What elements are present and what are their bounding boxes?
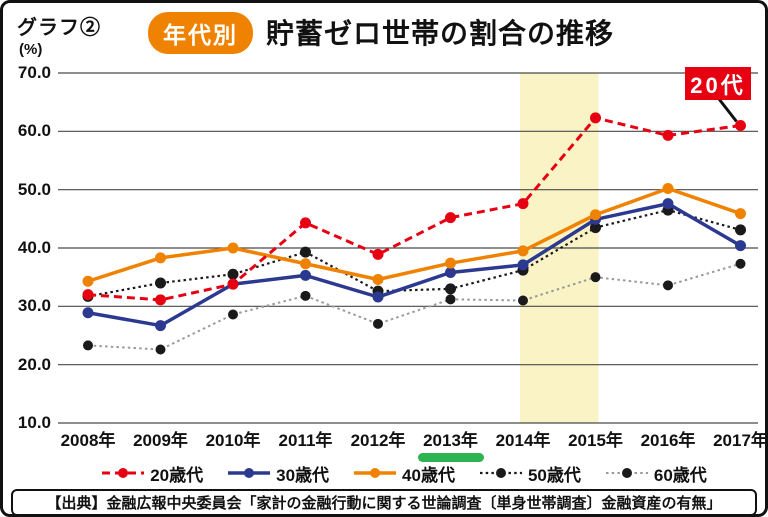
chart-canvas [58,72,758,424]
series-dot-20歳代 [155,294,166,306]
legend-label: 50歳代 [527,465,581,485]
series-dot-60歳代 [373,318,383,329]
legend-label: 40歳代 [402,465,455,485]
series-dot-60歳代 [735,258,746,269]
legend-item-50歳代: 50歳代 [479,461,581,486]
x-tick-label: 2014年 [495,431,551,450]
series-dot-20歳代 [590,112,601,124]
series-dot-20歳代 [372,248,384,260]
annotation-connector [717,98,738,123]
series-dot-60歳代 [590,272,601,283]
series-dot-40歳代 [155,252,166,264]
series-dot-30歳代 [82,307,94,319]
x-tick-label: 2016年 [640,431,696,450]
series-dot-60歳代 [518,295,528,306]
series-dot-30歳代 [300,269,311,281]
x-tick-label: 2012年 [350,431,406,450]
series-dot-50歳代 [227,268,239,280]
series-dot-60歳代 [445,294,456,305]
series-dot-60歳代 [663,280,673,291]
y-tick-label: 50.0 [17,179,51,199]
y-tick-label: 40.0 [17,238,51,257]
series-dot-30歳代 [372,291,384,303]
legend-item-40歳代: 40歳代 [353,461,455,486]
x-tick-label: 2017年 [713,431,768,450]
x-tick-label: 2011年 [278,431,333,450]
series-dot-20歳代 [227,278,239,290]
series-dot-40歳代 [662,183,674,194]
legend-marker-icon [479,468,522,478]
series-dot-50歳代 [445,283,456,295]
legend-label: 20歳代 [150,465,204,485]
legend-marker-icon [605,468,648,478]
series-dot-30歳代 [662,198,674,210]
series-dot-40歳代 [82,275,94,287]
x-tick-label: 2013年 [423,431,478,450]
legend-item-60歳代: 60歳代 [605,461,707,486]
x-tick-label: 2008年 [60,431,116,450]
series-dot-50歳代 [735,224,746,236]
series-dot-60歳代 [228,309,238,320]
series-dot-40歳代 [517,245,529,257]
series-dot-60歳代 [83,340,93,351]
y-tick-label: 60.0 [17,121,51,141]
series-dot-60歳代 [155,344,166,355]
series-callout-20s: 20代 [685,67,751,100]
legend-item-20歳代: 20歳代 [101,461,203,486]
series-dot-40歳代 [445,257,456,269]
series-dot-30歳代 [445,267,456,278]
series-dot-20歳代 [300,217,311,229]
series-dot-20歳代 [662,129,674,141]
series-dot-50歳代 [300,246,311,258]
x-tick-label: 2009年 [133,431,188,450]
series-line-60歳代 [87,262,741,351]
source-citation-text: 【出典】金融広報中央委員会「家計の金融行動に関する世論調査〔単身世帯調査〕金融資… [46,496,722,512]
series-dot-40歳代 [372,274,384,285]
legend-marker-icon [102,468,145,478]
y-tick-label: 20.0 [17,354,51,374]
graph-number-label: グラフ② [17,17,101,39]
series-dot-40歳代 [300,258,311,270]
x-tick-label: 2015年 [568,431,623,450]
legend-marker-icon [228,468,271,478]
legend-marker-icon [354,468,397,478]
page-title: 貯蓄ゼロ世帯の割合の推移 [266,18,615,49]
year-2013-green-underline [417,453,484,462]
series-line-40歳代 [87,186,742,283]
series-dot-20歳代 [735,120,746,131]
y-tick-label: 70.0 [17,63,51,82]
source-citation-box: 【出典】金融広報中央委員会「家計の金融行動に関する世論調査〔単身世帯調査〕金融資… [11,489,757,514]
series-dot-50歳代 [590,222,601,234]
series-dot-60歳代 [300,290,311,301]
series-dot-20歳代 [82,289,94,301]
series-dot-20歳代 [517,198,529,210]
legend-item-30歳代: 30歳代 [227,461,329,486]
x-tick-label: 2010年 [205,431,261,450]
series-line-30歳代 [87,201,742,328]
legend-label: 60歳代 [653,465,707,485]
series-dot-40歳代 [590,209,601,221]
age-group-badge: 年代別 [148,12,253,54]
series-dot-40歳代 [227,242,239,254]
chart-legend: 20歳代 30歳代 40歳代 50歳代 60歳代 [43,461,765,486]
series-dot-30歳代 [155,320,166,332]
series-dot-20歳代 [445,212,456,224]
y-axis-unit-label: (%) [19,41,43,58]
series-line-50歳代 [87,208,741,298]
series-dot-30歳代 [517,259,529,271]
series-line-20歳代 [87,116,741,302]
legend-label: 30歳代 [276,465,330,485]
series-dot-40歳代 [735,208,746,220]
series-dot-50歳代 [155,277,166,289]
y-tick-label: 10.0 [17,413,51,432]
series-dot-30歳代 [735,240,746,252]
y-tick-label: 30.0 [17,296,51,316]
